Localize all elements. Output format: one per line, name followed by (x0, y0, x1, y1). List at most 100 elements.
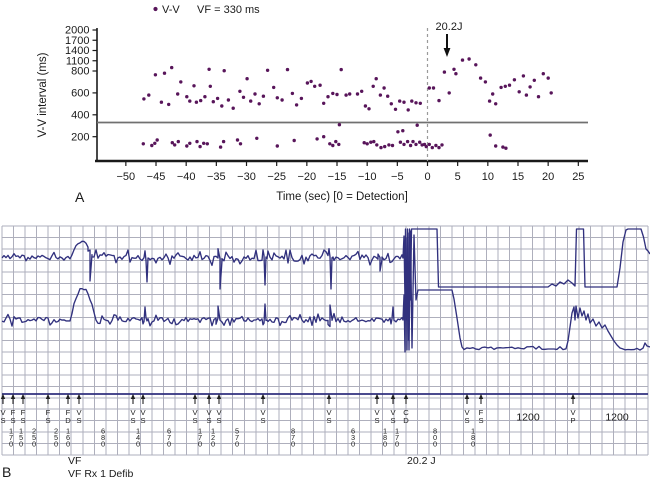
marker-event: VS (76, 393, 82, 425)
interval-digit: 0 (101, 440, 105, 449)
scatter-point (536, 95, 541, 99)
interval-digit: 0 (351, 440, 355, 449)
scatter-point (290, 91, 295, 96)
scatter-point (431, 86, 436, 90)
scatter-point (524, 93, 529, 97)
scatter-point (198, 144, 202, 149)
legend-dot-icon (153, 6, 158, 12)
scatter-point (418, 101, 422, 106)
marker-code-char: V (260, 408, 266, 417)
scatter-point (299, 96, 304, 101)
interval-digit: 1 (211, 427, 215, 436)
interval-value: 160 (66, 427, 70, 449)
marker-event: VS (216, 393, 222, 425)
interval-digit: 1 (471, 427, 475, 436)
scatter-point (532, 78, 536, 83)
scatter-point (483, 80, 488, 84)
scatter-point (253, 92, 257, 96)
interval-digit: 0 (433, 440, 437, 449)
x-tick-label: −40 (177, 171, 196, 183)
scatter-point (211, 100, 215, 104)
marker-code-char: V (130, 408, 136, 417)
scatter-point (375, 143, 379, 147)
marker-code-char: S (260, 416, 265, 425)
scatter-point (344, 93, 348, 97)
scatter-point (170, 65, 174, 70)
marker-event: VS (206, 393, 212, 425)
interval-digit: 1 (66, 427, 70, 436)
interval-value: 120 (211, 427, 215, 449)
marker-event: VS (140, 393, 146, 425)
scatter-point (176, 92, 180, 96)
scatter-point (153, 73, 158, 77)
interval-digit: 0 (471, 440, 475, 449)
scatter-point (331, 91, 335, 96)
marker-code-char: V (464, 408, 470, 417)
marker-event: FS (478, 393, 484, 425)
interval-digit: 0 (167, 440, 171, 449)
scatter-point (494, 144, 498, 148)
y-tick-label: 1700 (65, 35, 89, 47)
x-tick-label: 25 (572, 171, 584, 183)
marker-arrow-icon (216, 393, 222, 399)
scatter-point (367, 107, 371, 111)
interval-value: 180 (383, 427, 387, 449)
scatter-point (528, 85, 532, 89)
scatter-point (202, 141, 206, 145)
marker-code-char: F (66, 408, 71, 417)
grid (1, 225, 649, 456)
scatter-point (322, 101, 326, 106)
scatter-point (398, 140, 403, 144)
scatter-point (507, 83, 512, 87)
interval-value: 250 (54, 427, 58, 449)
interval-digit: 5 (32, 433, 36, 442)
scatter-point (173, 143, 177, 147)
interval-value: 630 (351, 427, 355, 449)
scatter-point (454, 72, 458, 76)
scatter-point (275, 144, 279, 148)
marker-arrow-icon (206, 393, 212, 399)
scatter-point (255, 136, 259, 140)
scatter-point (460, 58, 465, 62)
scatter-point (337, 142, 341, 147)
x-tick-label: 0 (424, 171, 430, 183)
marker-code-char: V (0, 408, 6, 417)
interval-digit: 2 (54, 427, 58, 436)
interval-value: 180 (471, 427, 475, 449)
scatter-point (398, 99, 402, 103)
interval-digit: 0 (433, 433, 437, 442)
scatter-point (185, 95, 189, 99)
marker-code-char: V (76, 408, 82, 417)
marker-arrow-icon (65, 393, 71, 399)
scatter-point (447, 91, 451, 95)
marker-arrow-icon (478, 393, 484, 399)
scatter-point (549, 91, 553, 95)
legend-series-label: V-V (162, 4, 180, 16)
scatter-point (401, 129, 405, 133)
y-tick-label: 800 (71, 66, 89, 78)
x-tick-label: −50 (117, 171, 136, 183)
interval-digit: 5 (19, 433, 23, 442)
marker-code-char: D (403, 416, 409, 425)
scatter-point (153, 141, 157, 145)
scatter-point (331, 143, 335, 148)
interval-digit: 8 (101, 433, 105, 442)
scatter-point (294, 103, 299, 107)
scatter-point (318, 83, 322, 87)
scatter-point (280, 98, 284, 102)
x-tick-label: −15 (328, 171, 347, 183)
marker-arrow-icon (0, 393, 6, 399)
x-tick-label: 15 (512, 171, 524, 183)
scatter-point (208, 84, 212, 89)
scatter-point (408, 143, 413, 148)
egm-trace-bottom (1, 230, 650, 353)
interval-digit: 7 (167, 433, 171, 442)
y-tick-label: 400 (71, 109, 89, 121)
scatter-point (238, 89, 242, 94)
marker-code-char: S (374, 416, 379, 425)
pace-interval-label: 1200 (516, 412, 540, 424)
scatter-point (215, 96, 220, 101)
y-tick-label: 1400 (65, 45, 89, 57)
interval-digit: 6 (66, 433, 70, 442)
marker-code-char: S (390, 416, 395, 425)
